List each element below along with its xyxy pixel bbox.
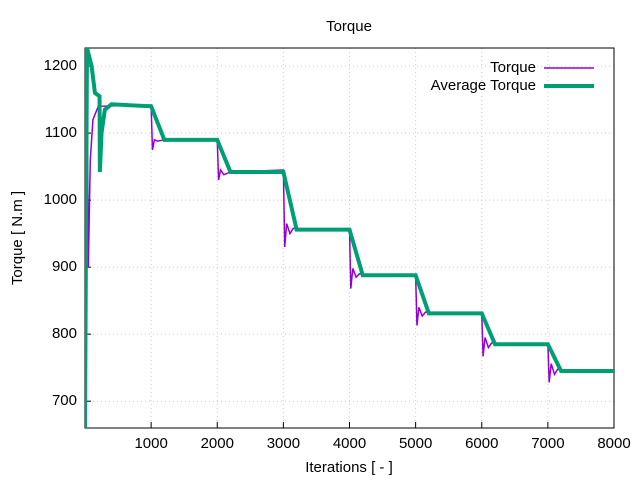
y-tick-label: 1100 (45, 124, 77, 141)
x-tick-label: 8000 (597, 435, 630, 452)
x-tick-label: 3000 (267, 435, 300, 452)
x-tick-label: 6000 (465, 435, 498, 452)
x-tick-label: 5000 (399, 435, 432, 452)
y-tick-label: 900 (52, 258, 77, 275)
line (85, 48, 614, 428)
y-tick-label: 700 (52, 392, 77, 409)
legend-label: Average Torque (431, 77, 536, 94)
y-tick-label: 800 (52, 325, 77, 342)
y-tick-label: 1000 (44, 191, 77, 208)
x-tick-label: 4000 (333, 435, 366, 452)
x-axis-label: Iterations [ - ] (305, 459, 393, 476)
x-tick-label: 7000 (531, 435, 564, 452)
y-axis-label: Torque [ N.m ] (9, 191, 26, 285)
plot-area (85, 48, 614, 428)
chart-title: Torque (326, 18, 372, 35)
x-tick-label: 1000 (134, 435, 167, 452)
legend-label: Torque (490, 59, 536, 76)
x-tick-label: 2000 (201, 435, 234, 452)
y-tick-label: 1200 (44, 57, 77, 74)
